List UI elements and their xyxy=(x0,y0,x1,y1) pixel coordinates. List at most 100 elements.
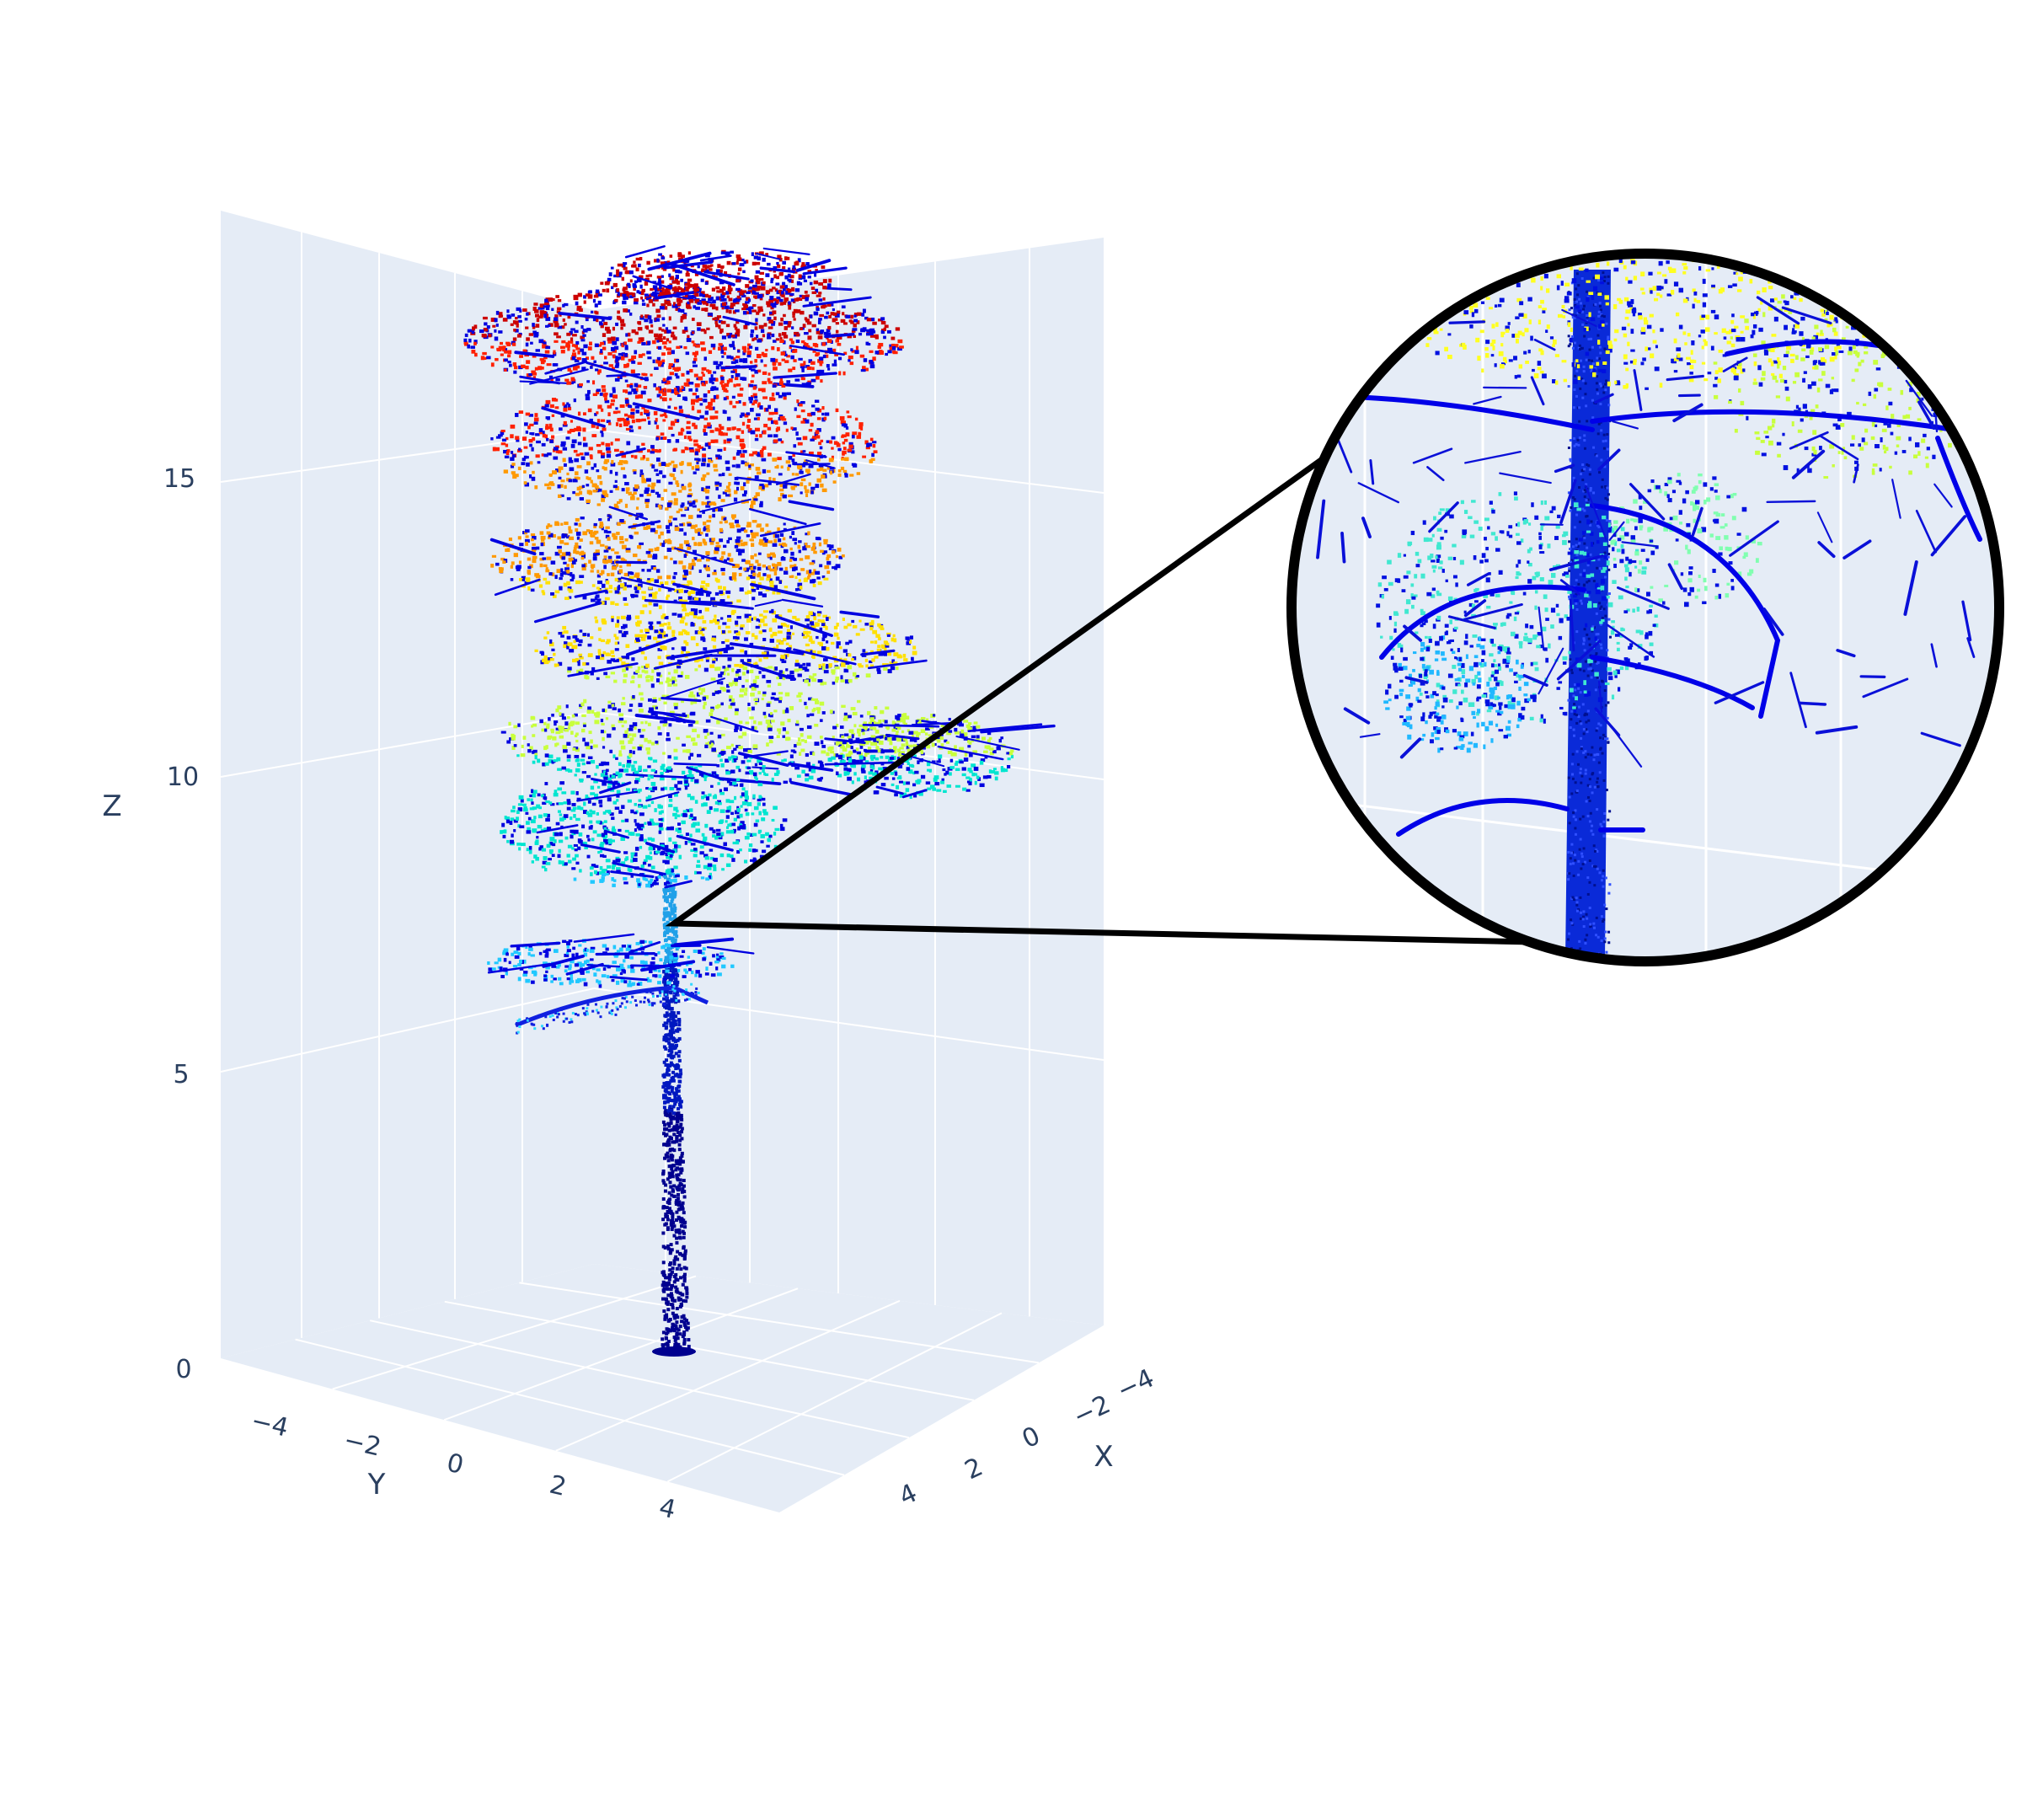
crown-point xyxy=(721,472,725,477)
crown-point xyxy=(884,720,888,724)
trunk-point xyxy=(682,1266,687,1270)
crown-point xyxy=(791,531,795,535)
trunk-point xyxy=(675,1320,679,1325)
crown-point xyxy=(581,753,586,757)
crown-point xyxy=(597,980,602,985)
crown-point xyxy=(623,970,626,974)
crown-point xyxy=(621,819,625,823)
scene-3d[interactable] xyxy=(220,211,1104,1512)
crown-point xyxy=(813,616,817,621)
crown-point xyxy=(824,565,830,570)
crown-point xyxy=(524,538,530,543)
crown-point xyxy=(692,537,695,541)
crown-point xyxy=(500,830,503,834)
crown-point xyxy=(611,704,615,707)
crown-point xyxy=(732,456,736,460)
crown-point xyxy=(826,617,829,621)
crown-point xyxy=(826,752,829,757)
crown-point xyxy=(827,757,832,762)
crown-point xyxy=(505,443,509,447)
crown-point xyxy=(672,952,678,957)
crown-point xyxy=(798,692,803,695)
crown-point xyxy=(684,840,687,845)
crown-point xyxy=(581,714,586,718)
crown-point xyxy=(592,393,598,397)
crown-point xyxy=(861,764,866,768)
crown-point xyxy=(796,572,801,576)
crown-point xyxy=(976,735,980,739)
crown-point xyxy=(821,711,826,715)
crown-point xyxy=(616,950,620,953)
crown-point xyxy=(589,541,594,545)
trunk-point xyxy=(668,1092,672,1096)
crown-point xyxy=(821,417,826,422)
crown-point xyxy=(676,511,680,514)
crown-point xyxy=(788,464,792,468)
crown-point xyxy=(612,410,618,415)
crown-point xyxy=(847,623,852,627)
crown-point xyxy=(980,758,986,763)
trunk-point xyxy=(671,1086,675,1090)
crown-point xyxy=(650,775,654,779)
crown-point xyxy=(525,811,529,815)
crown-point xyxy=(810,579,816,584)
crown-point xyxy=(657,575,662,580)
crown-point xyxy=(686,583,690,588)
crown-point xyxy=(513,553,518,558)
crown-point xyxy=(583,810,587,814)
crown-point xyxy=(658,974,662,978)
crown-point xyxy=(739,727,742,731)
crown-point xyxy=(756,524,761,528)
crown-point xyxy=(612,533,616,538)
crown-point xyxy=(592,556,597,561)
crown-point xyxy=(841,735,845,739)
crown-point xyxy=(842,442,846,445)
crown-point xyxy=(763,811,768,816)
crown-point xyxy=(740,795,743,799)
crown-point xyxy=(735,708,739,712)
crown-point xyxy=(671,634,676,637)
crown-point xyxy=(634,586,638,591)
crown-point xyxy=(903,722,908,726)
crown-point xyxy=(739,813,743,818)
crown-point xyxy=(506,839,510,843)
trunk-point xyxy=(663,1100,667,1105)
trunk-point xyxy=(662,1205,666,1209)
crown-point xyxy=(716,958,720,962)
trunk-point xyxy=(678,1138,682,1143)
crown-point xyxy=(665,507,669,511)
crown-point xyxy=(525,945,528,950)
crown-point xyxy=(746,618,751,623)
crown-point xyxy=(784,586,789,589)
crown-point xyxy=(784,549,789,554)
trunk-point xyxy=(674,1067,678,1071)
crown-point xyxy=(702,501,708,506)
trunk-point xyxy=(661,980,666,984)
crown-point xyxy=(790,551,794,556)
crown-point xyxy=(880,756,884,759)
crown-point xyxy=(625,856,629,860)
trunk-point xyxy=(680,1223,684,1228)
crown-point xyxy=(666,881,671,885)
crown-point xyxy=(642,875,646,881)
crown-point xyxy=(987,739,991,743)
crown-point xyxy=(577,846,581,850)
trunk-point xyxy=(677,999,681,1004)
trunk-point xyxy=(671,1128,675,1132)
trunk-point xyxy=(677,1215,681,1219)
crown-point xyxy=(865,664,869,668)
crown-point xyxy=(540,535,546,540)
crown-point xyxy=(557,854,561,859)
crown-point xyxy=(890,666,896,671)
crown-point xyxy=(650,578,655,582)
crown-point xyxy=(655,503,660,508)
crown-point xyxy=(581,566,586,571)
trunk-point xyxy=(667,952,671,956)
trunk-point xyxy=(669,1061,673,1065)
tree-point-cloud xyxy=(463,245,1056,1357)
crown-point xyxy=(513,744,517,747)
crown-point xyxy=(731,698,735,703)
crown-point xyxy=(602,967,607,972)
crown-point xyxy=(760,618,765,624)
crown-point xyxy=(789,625,794,629)
